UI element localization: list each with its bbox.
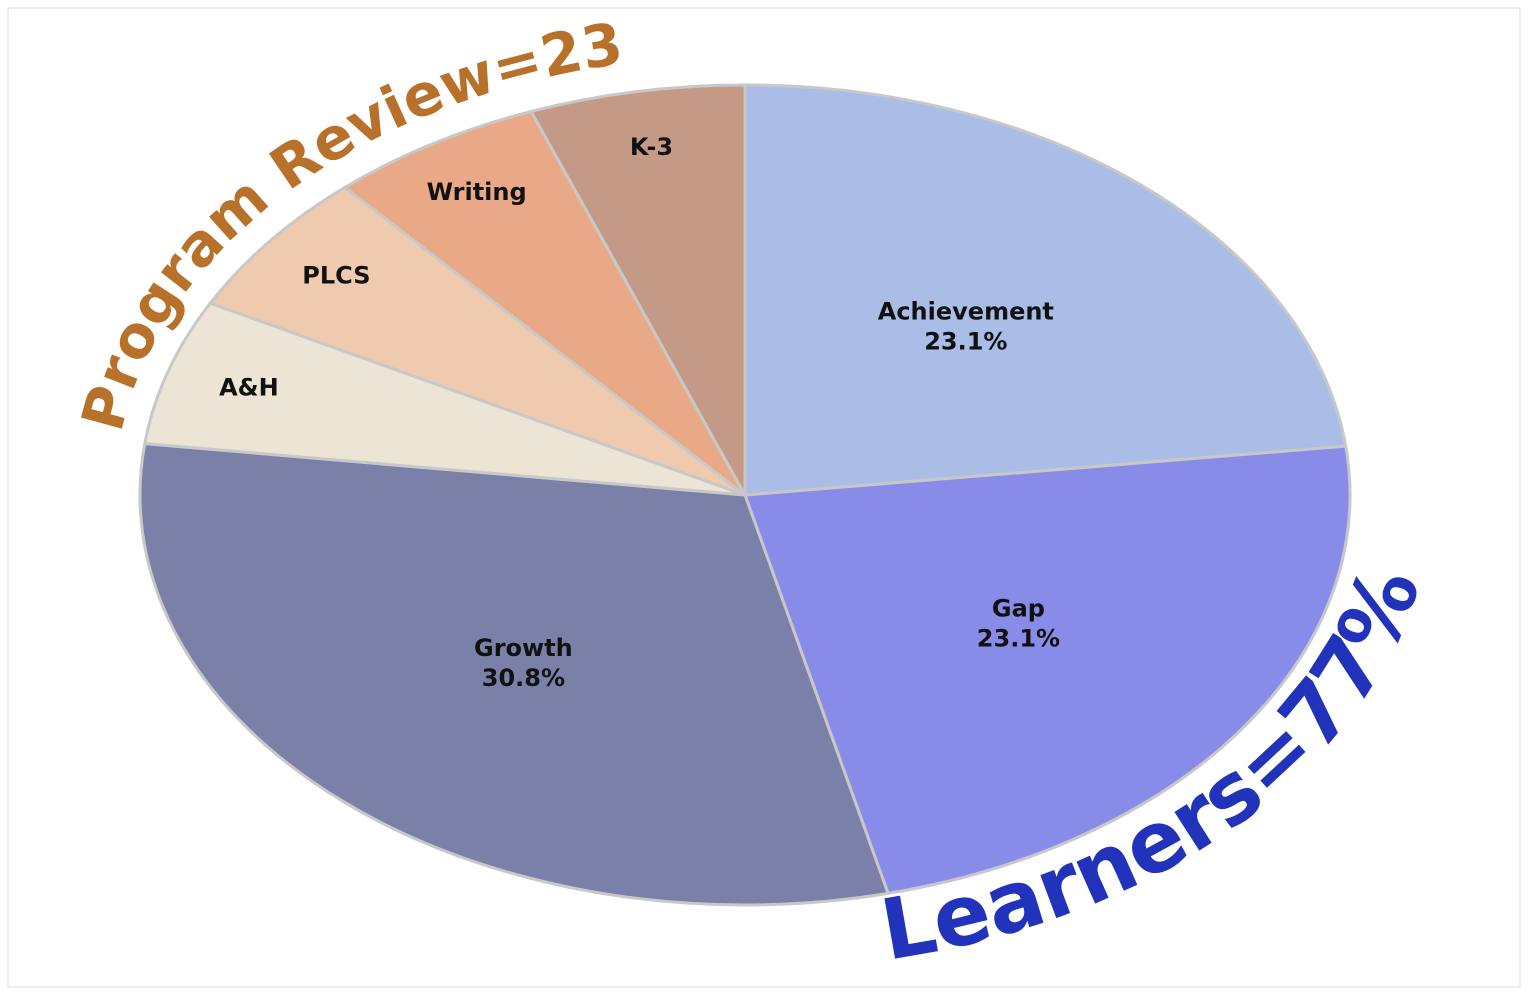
slice-value-label: 23.1%	[924, 327, 1007, 355]
slice-label: Achievement	[878, 297, 1054, 325]
slice-value-label: 30.8%	[482, 664, 565, 692]
slice-label: K-3	[630, 133, 673, 161]
pie-slice	[743, 83, 1348, 497]
pie-slice	[207, 185, 746, 497]
slice-label: PLCS	[302, 262, 370, 290]
pie-slice	[342, 109, 747, 497]
pie-slice	[142, 301, 746, 497]
pie-slice	[138, 442, 891, 907]
pie-slice	[528, 83, 747, 501]
slice-value-label: 23.1%	[977, 625, 1060, 653]
slice-label: Growth	[474, 634, 573, 662]
slice-label: A&H	[219, 374, 279, 402]
pie-slice	[742, 444, 1352, 896]
slice-label: Writing	[427, 178, 527, 206]
slice-label: Gap	[992, 595, 1045, 623]
